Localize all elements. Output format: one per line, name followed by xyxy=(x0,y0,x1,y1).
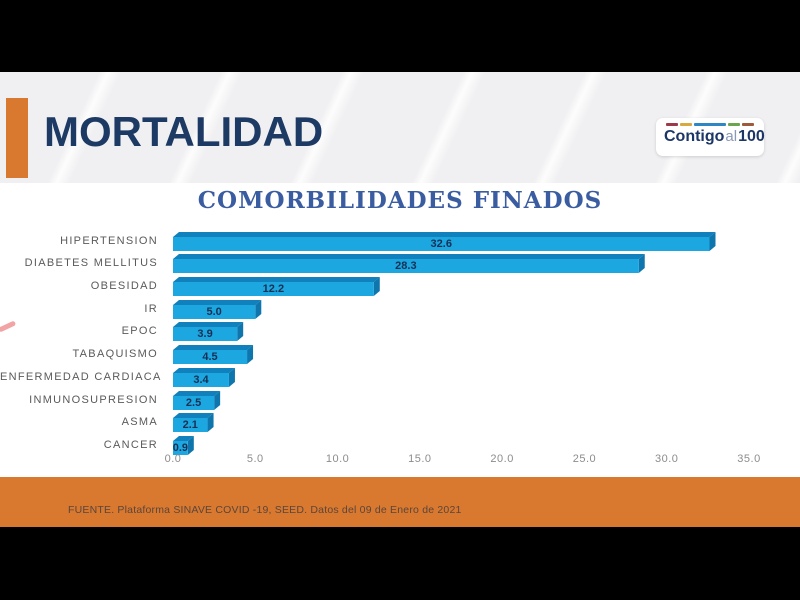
green-dash xyxy=(727,123,741,126)
logo-stripes xyxy=(666,123,754,126)
x-axis-tick-label: 35.0 xyxy=(737,453,761,465)
bar-value-label: 0.9 xyxy=(172,441,189,454)
x-axis-tick-label: 25.0 xyxy=(572,453,597,465)
chart-row: OBESIDAD 12.2 xyxy=(0,273,800,297)
bar-3d xyxy=(173,413,214,433)
bar-value-label: 5.0 xyxy=(206,305,222,318)
chart-row: INMUNOSUPRESION 2.5 xyxy=(0,387,800,410)
bar-3d xyxy=(173,435,194,455)
bar-wrap: 32.6 xyxy=(173,231,800,251)
chart-row: DIABETES MELLITUS 28.3 xyxy=(0,251,800,274)
source-text: FUENTE. Plataforma SINAVE COVID -19, SEE… xyxy=(68,504,462,516)
chart-row: CANCER 0.9 xyxy=(0,432,800,455)
bar-wrap: 4.5 xyxy=(173,345,800,365)
logo-text-al: al xyxy=(725,128,738,145)
category-label: IR xyxy=(144,302,158,315)
x-axis-tick-label: 5.0 xyxy=(246,453,264,465)
category-label: OBESIDAD xyxy=(90,280,158,293)
bar-wrap: 2.1 xyxy=(173,413,800,433)
category-label: INMUNOSUPRESION xyxy=(29,393,158,406)
bar-wrap: 12.2 xyxy=(173,277,800,297)
page-title: MORTALIDAD xyxy=(44,108,324,155)
bar-3d xyxy=(173,390,221,410)
category-label: CANCER xyxy=(103,438,158,451)
chart-row: IR 5.0 xyxy=(0,296,800,319)
category-label: DIABETES MELLITUS xyxy=(24,257,158,270)
x-axis-tick-label: 20.0 xyxy=(490,453,514,465)
chart-row: ASMA 2.1 xyxy=(0,410,800,433)
bar-value-label: 12.2 xyxy=(262,283,285,296)
logo-text-contigo: Contigo xyxy=(664,128,725,145)
bar-wrap: 3.4 xyxy=(173,367,800,387)
chart-row: HIPERTENSION 32.6 xyxy=(0,228,800,251)
x-axis: 0.0 5.0 10.0 15.0 20.0 25.0 30.0 35.0 xyxy=(0,453,800,469)
bar-value-label: 32.6 xyxy=(430,237,452,250)
maroon-dash xyxy=(666,123,678,126)
bar-3d xyxy=(173,231,716,251)
bar-3d xyxy=(173,277,380,297)
bar-wrap: 2.5 xyxy=(173,390,800,410)
logo-text: Contigoal100 xyxy=(664,126,765,148)
bar-value-label: 4.5 xyxy=(202,351,218,364)
chart-rows: HIPERTENSION 32.6 DIABETES MELLITUS 28.3 OBE… xyxy=(0,228,800,455)
x-axis-tick-label: 15.0 xyxy=(408,453,432,465)
category-label: TABAQUISMO xyxy=(72,348,158,361)
bar-3d xyxy=(173,299,262,319)
chart-panel: COMORBILIDADES FINADOS HIPERTENSION 32.6 D… xyxy=(0,183,800,477)
logo-text-100: 100 xyxy=(738,128,765,145)
category-label: ENFERMEDAD CARDIACA xyxy=(0,370,162,383)
yellow-dash xyxy=(679,123,693,126)
chart-row: TABAQUISMO 4.5 xyxy=(0,341,800,365)
footer-bar: FUENTE. Plataforma SINAVE COVID -19, SEE… xyxy=(0,477,800,527)
bar-wrap: 3.9 xyxy=(173,322,800,342)
bar-3d xyxy=(173,367,235,387)
brown-dash xyxy=(742,123,754,126)
bar-value-label: 3.4 xyxy=(193,373,209,386)
blue-dash xyxy=(694,123,726,126)
contigo-al-100-logo: Contigoal100 xyxy=(656,118,765,156)
bar-3d xyxy=(173,345,254,365)
slide: MORTALIDAD Contigoal100 COMORBILIDADES F… xyxy=(0,72,800,527)
x-axis-tick-label: 0.0 xyxy=(164,453,182,465)
bar-3d xyxy=(173,254,645,274)
category-label: HIPERTENSION xyxy=(60,234,158,247)
chart-row: ENFERMEDAD CARDIACA 3.4 xyxy=(0,364,800,387)
bar-wrap: 28.3 xyxy=(173,254,800,274)
bar-value-label: 2.5 xyxy=(185,396,202,409)
bar-3d xyxy=(173,322,244,342)
category-label: EPOC xyxy=(121,325,158,338)
chart-title: COMORBILIDADES FINADOS xyxy=(197,187,603,214)
bar-value-label: 28.3 xyxy=(395,260,417,273)
x-axis-tick-label: 30.0 xyxy=(654,453,679,465)
bar-wrap: 0.9 xyxy=(172,435,800,455)
accent-block xyxy=(6,98,28,178)
category-label: ASMA xyxy=(121,416,158,429)
x-axis-tick-label: 10.0 xyxy=(325,453,350,465)
bar-value-label: 3.9 xyxy=(197,328,213,341)
chart-row: EPOC 3.9 xyxy=(0,319,800,342)
bar-value-label: 2.1 xyxy=(182,419,198,432)
bar-wrap: 5.0 xyxy=(173,299,800,319)
